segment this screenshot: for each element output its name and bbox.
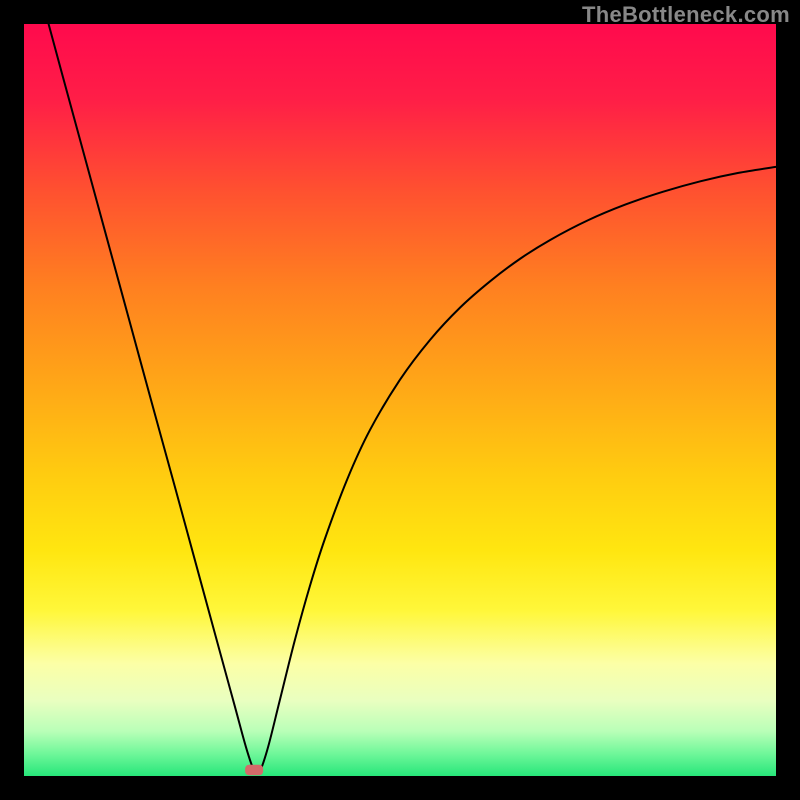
curve-minimum-marker [245,765,263,776]
bottleneck-chart [0,0,800,800]
chart-stage: TheBottleneck.com [0,0,800,800]
plot-background-gradient [24,24,776,776]
source-watermark: TheBottleneck.com [582,2,790,28]
